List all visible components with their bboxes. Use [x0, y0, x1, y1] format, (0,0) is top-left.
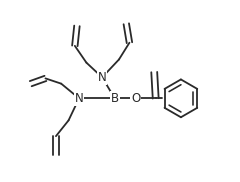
Text: O: O	[131, 92, 140, 105]
Text: B: B	[111, 92, 119, 105]
Text: N: N	[75, 92, 84, 105]
Text: N: N	[98, 71, 107, 84]
